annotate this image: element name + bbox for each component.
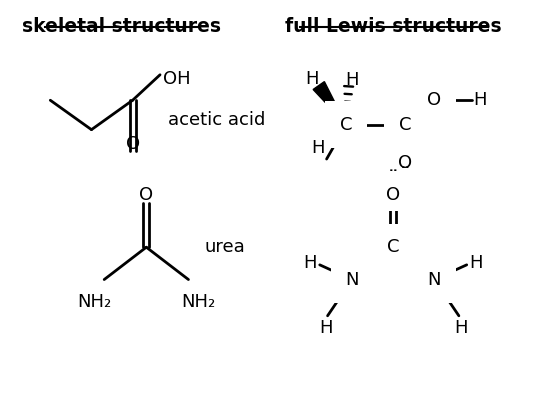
Text: NH₂: NH₂: [77, 293, 111, 311]
Text: O: O: [398, 154, 412, 172]
Text: ¨: ¨: [388, 169, 399, 189]
Text: H: H: [305, 70, 318, 88]
Text: C: C: [340, 116, 352, 134]
Text: O: O: [139, 186, 153, 204]
Text: OH: OH: [163, 70, 191, 88]
Polygon shape: [313, 82, 346, 125]
Text: urea: urea: [204, 238, 245, 256]
Text: acetic acid: acetic acid: [168, 111, 266, 129]
Text: C: C: [399, 116, 411, 134]
Text: H: H: [474, 91, 487, 109]
Text: H: H: [319, 319, 332, 337]
Text: C: C: [387, 238, 400, 256]
Text: N: N: [345, 270, 359, 288]
Text: H: H: [345, 71, 359, 89]
Text: O: O: [427, 91, 441, 109]
Text: H: H: [311, 139, 324, 157]
Text: O: O: [386, 186, 400, 204]
Text: full Lewis structures: full Lewis structures: [285, 17, 502, 36]
Text: H: H: [469, 254, 483, 272]
Text: H: H: [454, 319, 468, 337]
Text: H: H: [303, 254, 317, 272]
Text: skeletal structures: skeletal structures: [23, 17, 221, 36]
Text: NH₂: NH₂: [181, 293, 215, 311]
Text: ¨: ¨: [400, 166, 410, 186]
Text: O: O: [126, 135, 139, 153]
Text: N: N: [428, 270, 441, 288]
